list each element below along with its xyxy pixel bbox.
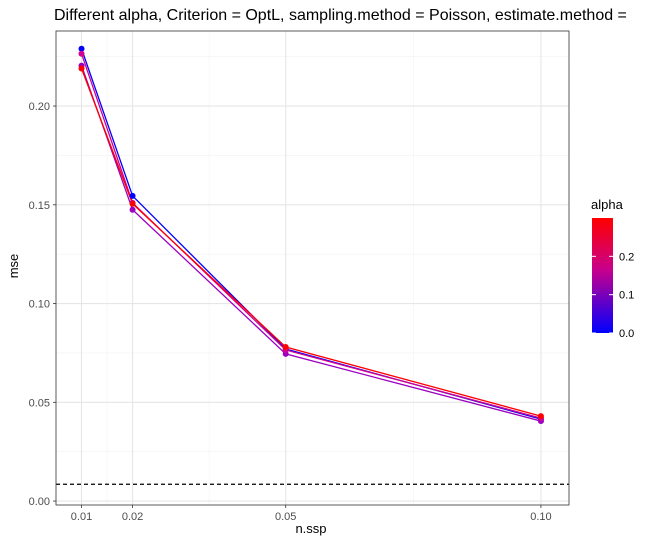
chart-title: Different alpha, Criterion = OptL, sampl… <box>54 7 627 24</box>
y-tick-label: 0.10 <box>29 299 50 311</box>
data-point <box>282 344 289 350</box>
colorbar <box>592 218 613 333</box>
data-point <box>537 413 544 420</box>
y-tick-label: 0.05 <box>29 397 50 409</box>
data-point <box>129 192 136 199</box>
panel-border <box>55 30 570 506</box>
plot-panel: 0.00 0.05 0.10 0.15 0.20 0.01 0.02 0.05 0.10 <box>29 30 570 523</box>
data-point <box>78 65 85 72</box>
data-point <box>129 200 136 207</box>
x-tick-label: 0.02 <box>122 511 143 523</box>
legend-tick-label: 0.1 <box>619 290 634 302</box>
y-tick-label: 0.00 <box>29 496 50 508</box>
data-point <box>78 50 85 57</box>
legend-tick-label: 0.0 <box>619 328 634 340</box>
y-tick-label: 0.15 <box>29 200 50 212</box>
legend: alpha 0.0 0.1 0.2 <box>591 197 634 340</box>
data-point <box>129 206 136 213</box>
y-axis-title: mse <box>6 254 21 279</box>
legend-title: alpha <box>591 197 624 212</box>
legend-tick-label: 0.2 <box>619 251 634 263</box>
x-tick-label: 0.05 <box>275 511 296 523</box>
data-point <box>78 45 85 52</box>
series-line-2 <box>80 53 542 419</box>
x-axis-title: n.ssp <box>295 521 326 536</box>
y-tick-label: 0.20 <box>29 101 50 113</box>
series-line-3 <box>80 68 542 417</box>
x-tick-label: 0.10 <box>530 511 551 523</box>
x-tick-label: 0.01 <box>71 511 92 523</box>
